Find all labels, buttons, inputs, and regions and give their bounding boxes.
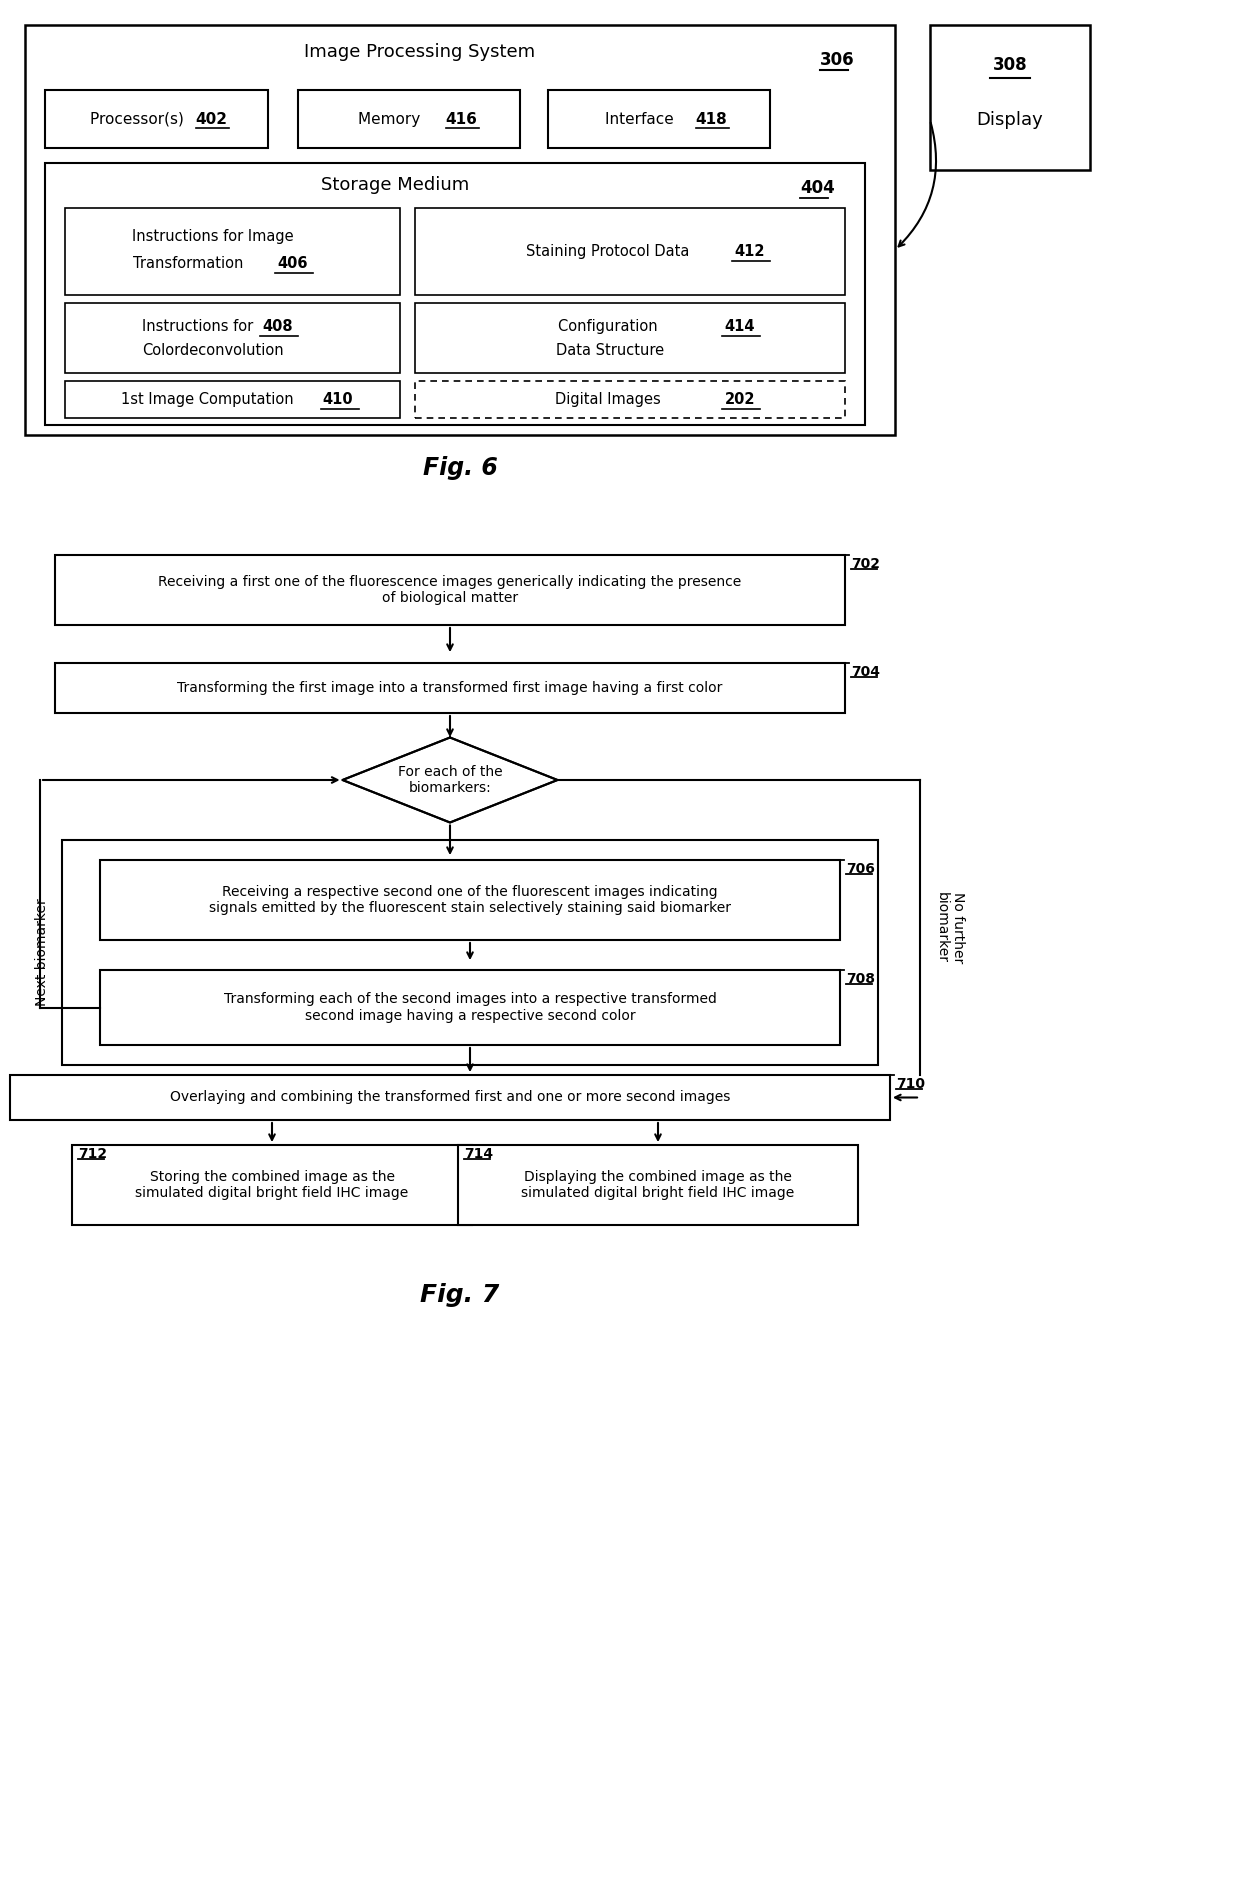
- Bar: [298, 90, 520, 148]
- Text: 702: 702: [851, 557, 880, 571]
- Bar: [100, 860, 839, 940]
- Bar: [415, 208, 844, 295]
- Text: 710: 710: [897, 1077, 925, 1091]
- Text: Transformation: Transformation: [133, 255, 252, 270]
- Bar: [415, 302, 844, 374]
- Bar: [45, 90, 268, 148]
- Bar: [55, 663, 844, 713]
- Bar: [930, 24, 1090, 171]
- Bar: [64, 381, 401, 419]
- Bar: [548, 90, 770, 148]
- Text: Fig. 6: Fig. 6: [423, 456, 497, 481]
- Text: No further
biomarker: No further biomarker: [935, 892, 965, 963]
- Text: Storing the combined image as the
simulated digital bright field IHC image: Storing the combined image as the simula…: [135, 1169, 409, 1199]
- Text: Storage Medium: Storage Medium: [321, 176, 469, 193]
- Polygon shape: [342, 738, 558, 822]
- Text: Data Structure: Data Structure: [556, 342, 665, 357]
- Text: 202: 202: [724, 392, 755, 407]
- Text: 404: 404: [800, 178, 835, 197]
- Bar: [458, 1145, 858, 1226]
- Text: 1st Image Computation: 1st Image Computation: [122, 392, 294, 407]
- Bar: [62, 841, 878, 1064]
- Bar: [10, 1076, 890, 1121]
- Bar: [64, 208, 401, 295]
- Bar: [25, 24, 895, 435]
- Text: Image Processing System: Image Processing System: [305, 43, 536, 60]
- Text: Next biomarker: Next biomarker: [35, 899, 50, 1006]
- Text: 412: 412: [735, 244, 765, 259]
- Text: Display: Display: [977, 111, 1043, 130]
- Text: Receiving a respective second one of the fluorescent images indicating
signals e: Receiving a respective second one of the…: [210, 884, 732, 916]
- Text: Transforming each of the second images into a respective transformed
second imag: Transforming each of the second images i…: [223, 993, 717, 1023]
- Text: 416: 416: [445, 111, 477, 126]
- Text: Displaying the combined image as the
simulated digital bright field IHC image: Displaying the combined image as the sim…: [521, 1169, 795, 1199]
- Text: 418: 418: [696, 111, 727, 126]
- Text: 306: 306: [820, 51, 854, 69]
- Bar: [72, 1145, 472, 1226]
- Text: 708: 708: [846, 972, 875, 985]
- Text: 402: 402: [196, 111, 227, 126]
- Bar: [55, 556, 844, 625]
- Text: For each of the
biomarkers:: For each of the biomarkers:: [398, 766, 502, 796]
- Text: Overlaying and combining the transformed first and one or more second images: Overlaying and combining the transformed…: [170, 1091, 730, 1104]
- Text: Instructions for: Instructions for: [143, 319, 263, 334]
- Text: Configuration: Configuration: [558, 319, 662, 334]
- Bar: [45, 163, 866, 424]
- Bar: [100, 970, 839, 1045]
- Text: 414: 414: [724, 319, 755, 334]
- Text: Digital Images: Digital Images: [554, 392, 665, 407]
- Text: 406: 406: [278, 255, 308, 270]
- Text: Memory: Memory: [358, 111, 430, 126]
- Bar: [64, 302, 401, 374]
- Text: Instructions for Image: Instructions for Image: [131, 229, 294, 244]
- Bar: [415, 381, 844, 419]
- Text: Receiving a first one of the fluorescence images generically indicating the pres: Receiving a first one of the fluorescenc…: [159, 574, 742, 604]
- Text: 308: 308: [993, 56, 1027, 73]
- Text: Transforming the first image into a transformed first image having a first color: Transforming the first image into a tran…: [177, 681, 723, 694]
- Text: Interface: Interface: [605, 111, 683, 126]
- Text: 410: 410: [322, 392, 353, 407]
- Text: 408: 408: [262, 319, 293, 334]
- Text: 712: 712: [78, 1147, 107, 1162]
- Text: Processor(s): Processor(s): [89, 111, 193, 126]
- Text: Staining Protocol Data: Staining Protocol Data: [526, 244, 694, 259]
- Text: 704: 704: [851, 664, 880, 679]
- Text: Colordeconvolution: Colordeconvolution: [141, 342, 283, 357]
- Text: 706: 706: [846, 862, 875, 877]
- Text: Fig. 7: Fig. 7: [420, 1284, 500, 1306]
- Text: 714: 714: [464, 1147, 494, 1162]
